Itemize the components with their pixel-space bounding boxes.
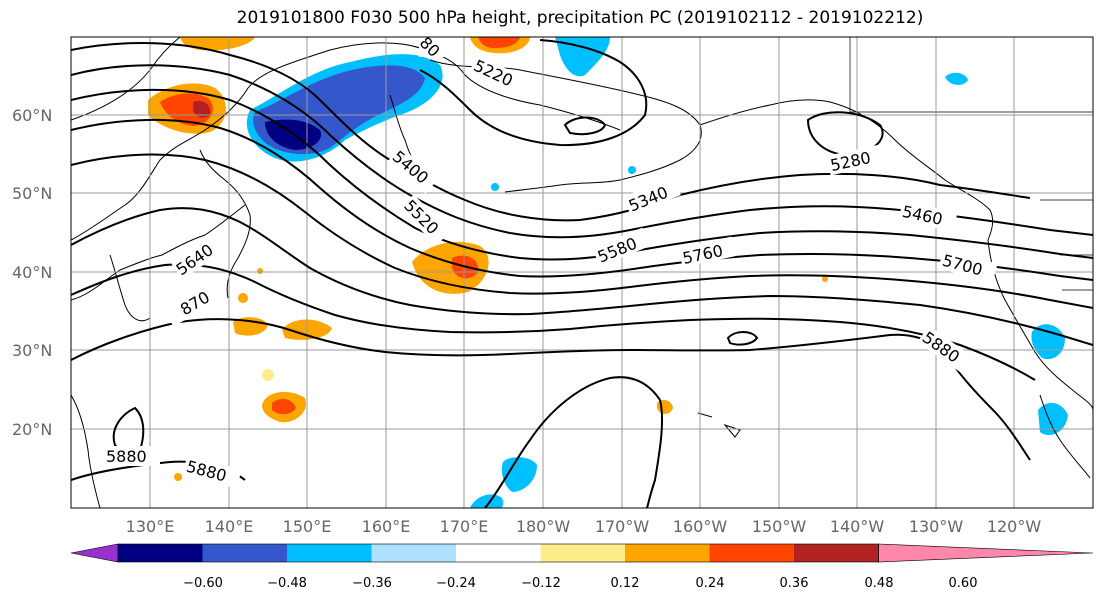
- lon-label: 140°E: [205, 517, 254, 536]
- pos-anomaly-speck2: [257, 268, 263, 274]
- neg-anomaly-tropics1: [501, 457, 537, 492]
- lon-label: 160°E: [362, 517, 411, 536]
- colorbar-segment: [794, 544, 879, 562]
- lon-label: 170°W: [595, 517, 650, 536]
- lat-label: 50°N: [12, 184, 52, 203]
- colorbar-ticks: −0.60 −0.48 −0.36 −0.24 −0.12 0.12 0.24 …: [183, 576, 977, 591]
- colorbar-tick-label: −0.48: [267, 576, 307, 591]
- pos-anomaly-speck3: [262, 369, 274, 381]
- colorbar-tick-label: 0.48: [865, 576, 894, 591]
- lon-label: 130°W: [909, 517, 964, 536]
- colorbar-segment: [202, 544, 288, 562]
- longitude-labels: 130°E 140°E 150°E 160°E 170°E 180°W 170°…: [126, 517, 1042, 536]
- latitude-labels: 60°N 50°N 40°N 30°N 20°N: [12, 106, 52, 439]
- lon-label: 120°W: [987, 517, 1042, 536]
- colorbar-tick-label: 0.24: [696, 576, 725, 591]
- lon-label: 180°W: [516, 517, 571, 536]
- lat-label: 20°N: [12, 420, 52, 439]
- contour-label: 5880: [106, 447, 147, 466]
- colorbar-segment: [540, 544, 626, 562]
- pos-anomaly-speck4: [174, 473, 182, 481]
- colorbar-segment: [287, 544, 372, 562]
- colorbar-segment: [709, 544, 795, 562]
- neg-anomaly-speck2: [628, 166, 636, 174]
- colorbar-frame: [117, 543, 879, 563]
- pos-anomaly-speck1: [238, 293, 248, 303]
- pos-anomaly-top2-core: [478, 37, 520, 49]
- lat-label: 40°N: [12, 263, 52, 282]
- neg-anomaly-canada: [945, 72, 968, 85]
- colorbar-segment: [625, 544, 710, 562]
- colorbar-tick-label: −0.12: [521, 576, 561, 591]
- colorbar-tick-label: 0.36: [780, 576, 809, 591]
- map-frame: [70, 36, 1094, 509]
- contour-labels: 80 5220 5280 5340 5400 5520 5460 5580 56…: [104, 37, 998, 489]
- colorbar-tick-label: 0.12: [611, 576, 640, 591]
- lon-label: 130°E: [126, 517, 175, 536]
- colorbar-segment: [118, 544, 203, 562]
- colorbar-segment: [456, 544, 541, 562]
- lon-label: 150°W: [752, 517, 807, 536]
- lon-label: 150°E: [283, 517, 332, 536]
- pos-anomaly-okhotsk-peak: [193, 100, 211, 118]
- colorbar-tick-label: −0.60: [183, 576, 223, 591]
- lon-label: 160°W: [673, 517, 728, 536]
- lat-label: 60°N: [12, 106, 52, 125]
- colorbar: [70, 543, 1094, 563]
- neg-anomaly-speck: [491, 183, 499, 191]
- neg-anomaly-tropics2: [470, 494, 504, 508]
- colorbar-tick-label: 0.60: [949, 576, 978, 591]
- lon-label: 140°W: [830, 517, 885, 536]
- coastlines: [71, 37, 1093, 508]
- pos-anomaly-south-core: [272, 398, 296, 415]
- colorbar-arrow-low: [70, 543, 119, 563]
- lat-label: 30°N: [12, 341, 52, 360]
- neg-anomaly-top: [555, 37, 610, 77]
- pos-anomaly-speck5: [822, 276, 828, 282]
- colorbar-tick-label: −0.24: [436, 576, 476, 591]
- colorbar-segment: [371, 544, 457, 562]
- colorbar-tick-label: −0.36: [352, 576, 392, 591]
- colorbar-arrow-high: [878, 543, 1094, 563]
- map-title: 2019101800 F030 500 hPa height, precipit…: [236, 8, 924, 28]
- lon-label: 170°E: [440, 517, 489, 536]
